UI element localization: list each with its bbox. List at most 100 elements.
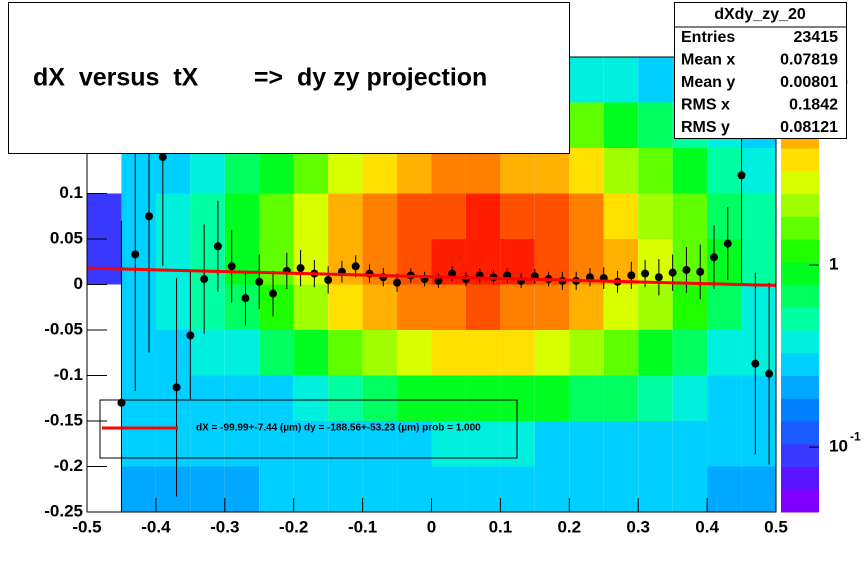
- heatmap-cell: [224, 421, 260, 467]
- heatmap-cell: [672, 466, 708, 512]
- palette-band: [781, 307, 819, 331]
- legend-text: dX = -99.99+-7.44 (µm) dy = -188.56+-53.…: [196, 423, 481, 434]
- profile-point: [255, 277, 264, 286]
- heatmap-cell: [500, 330, 535, 376]
- y-tick-label: 0.1: [59, 183, 83, 202]
- profile-point: [627, 271, 636, 280]
- heatmap-cell: [431, 375, 466, 421]
- heatmap-cell: [534, 375, 570, 421]
- palette-band: [781, 216, 819, 240]
- heatmap-cell: [638, 148, 673, 194]
- profile-point: [641, 269, 650, 278]
- profile-point: [696, 267, 705, 276]
- heatmap-cell: [431, 421, 466, 467]
- heatmap-cell: [741, 284, 776, 330]
- profile-point: [227, 262, 236, 271]
- heatmap-cell: [362, 193, 398, 239]
- heatmap-cell: [431, 330, 466, 376]
- x-tick-label: -0.3: [210, 517, 239, 536]
- profile-point: [186, 331, 195, 340]
- palette-band: [781, 443, 819, 467]
- heatmap-cell: [87, 193, 122, 239]
- heatmap-cell: [121, 375, 156, 421]
- heatmap-cell: [155, 284, 191, 330]
- x-tick-label: -0.4: [141, 517, 171, 536]
- palette-band: [781, 239, 819, 263]
- heatmap-cell: [328, 330, 363, 376]
- heatmap-cell: [534, 193, 570, 239]
- heatmap-cell: [741, 239, 776, 285]
- heatmap-cell: [293, 239, 329, 285]
- heatmap-cell: [672, 148, 708, 194]
- heatmap-cell: [500, 193, 535, 239]
- profile-point: [737, 171, 746, 180]
- stats-label: Mean x: [681, 52, 735, 69]
- heatmap-cell: [190, 193, 225, 239]
- heatmap-cell: [121, 330, 156, 376]
- profile-point: [654, 273, 663, 282]
- heatmap-cell: [259, 375, 294, 421]
- legend-box: [99, 399, 518, 459]
- heatmap-cell: [603, 421, 639, 467]
- heatmap-cell: [569, 466, 604, 512]
- heatmap-cell: [707, 421, 742, 467]
- heatmap-cell: [741, 375, 776, 421]
- palette-band: [781, 261, 819, 285]
- heatmap-cell: [707, 239, 742, 285]
- stats-label: Mean y: [681, 74, 735, 91]
- heatmap-cell: [500, 466, 535, 512]
- heatmap-cell: [362, 284, 398, 330]
- heatmap-cell: [603, 57, 639, 103]
- heatmap-cell: [500, 284, 535, 330]
- heatmap-cell: [397, 330, 432, 376]
- profile-point: [709, 253, 718, 262]
- profile-point: [682, 265, 691, 274]
- heatmap-cell: [431, 148, 466, 194]
- profile-point: [723, 239, 732, 248]
- heatmap-cell: [465, 193, 501, 239]
- stats-value: 0.07819: [780, 52, 838, 69]
- heatmap-cell: [224, 330, 260, 376]
- stats-label: Entries: [681, 29, 735, 46]
- palette-band: [781, 330, 819, 354]
- heatmap-cell: [707, 330, 742, 376]
- heatmap-cell: [638, 330, 673, 376]
- overlay: dX = -99.99+-7.44 (µm) dy = -188.56+-53.…: [8, 2, 847, 459]
- palette-band: [781, 398, 819, 422]
- heatmap-cell: [638, 375, 673, 421]
- heatmap-cell: [259, 284, 294, 330]
- x-tick-label: 0.2: [557, 517, 581, 536]
- heatmap-cell: [672, 421, 708, 467]
- palette-band: [781, 375, 819, 399]
- heatmap-cell: [190, 375, 225, 421]
- profile-point: [200, 275, 209, 284]
- heatmap-cell: [293, 193, 329, 239]
- stats-label: RMS y: [681, 119, 730, 136]
- y-tick-label: 0.05: [50, 228, 83, 247]
- heatmap-cell: [155, 375, 191, 421]
- profile-point: [117, 398, 126, 407]
- heatmap-cell: [707, 375, 742, 421]
- profile-point: [324, 275, 333, 284]
- heatmap-cell: [397, 148, 432, 194]
- heatmap-cell: [569, 148, 604, 194]
- profile-point: [269, 289, 278, 298]
- heatmap-cell: [155, 330, 191, 376]
- heatmap-cell: [121, 466, 156, 512]
- title-box: [8, 2, 570, 154]
- profile-point: [351, 262, 360, 271]
- profile-point: [668, 268, 677, 277]
- profile-point: [145, 212, 154, 221]
- heatmap-cell: [190, 466, 225, 512]
- palette-band: [781, 421, 819, 445]
- heatmap-cell: [741, 466, 776, 512]
- heatmap-cell: [121, 239, 156, 285]
- heatmap-cell: [465, 421, 501, 467]
- heatmap-cell: [397, 193, 432, 239]
- heatmap-cell: [155, 193, 191, 239]
- heatmap-cell: [672, 330, 708, 376]
- chart-title: dX versus tX => dy zy projection: [33, 64, 487, 92]
- x-tick-label: -0.2: [279, 517, 308, 536]
- heatmap-cell: [672, 239, 708, 285]
- heatmap-cell: [500, 148, 535, 194]
